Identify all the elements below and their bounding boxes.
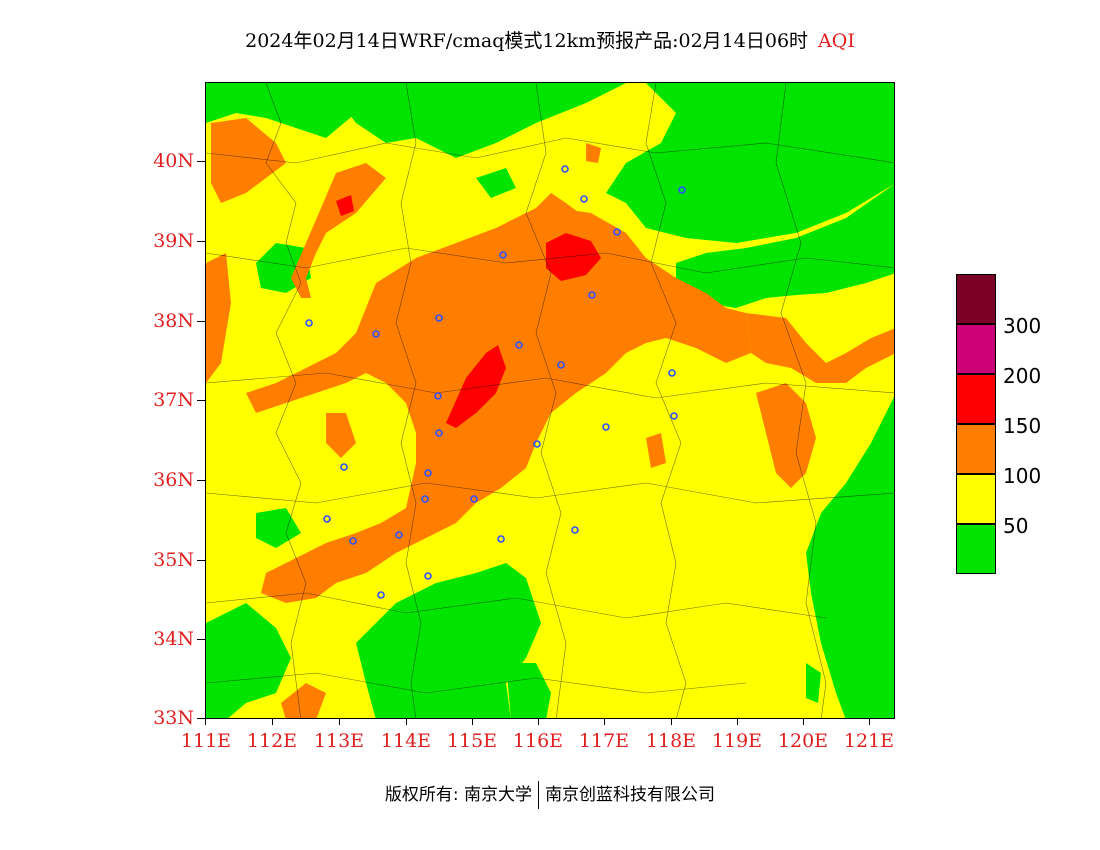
copyright-footer: 版权所有: 南京大学 南京创蓝科技有限公司	[0, 780, 1100, 809]
lon-tick	[272, 719, 273, 725]
map-title: 2024年02月14日WRF/cmaq模式12km预报产品:02月14日06时 A…	[0, 26, 1100, 53]
zone-good-northeast	[606, 83, 894, 243]
lon-label-111: 111E	[180, 730, 232, 752]
legend-swatch-hazardous	[956, 324, 996, 374]
aqi-field-svg	[206, 83, 894, 718]
city-markers	[305, 165, 686, 599]
zone-sensitive-west-arc	[291, 163, 386, 298]
lon-tick	[671, 719, 672, 725]
copyright-right: 南京创蓝科技有限公司	[545, 785, 716, 805]
zone-unhealthy-central	[446, 345, 506, 428]
zone-sensitive-nw	[211, 118, 286, 203]
title-main: 2024年02月14日WRF/cmaq模式12km预报产品:02月14日06时	[245, 30, 809, 52]
lon-tick	[604, 719, 605, 725]
zone-sensitive-east	[756, 383, 816, 488]
lat-tick	[197, 639, 205, 640]
lat-tick	[197, 241, 205, 242]
lon-label-119: 119E	[711, 730, 763, 752]
zone-good-patch-a	[476, 168, 516, 198]
zone-sensitive-patch-c	[281, 683, 326, 718]
province-boundaries	[206, 83, 894, 718]
lon-tick	[205, 719, 206, 725]
lon-label-114: 114E	[380, 730, 432, 752]
copyright-left: 版权所有: 南京大学	[384, 785, 533, 805]
lon-label-115: 115E	[446, 730, 498, 752]
zone-good-southwest	[206, 603, 291, 718]
legend-label-50: 50	[1003, 514, 1029, 538]
lat-label-34: 34N	[153, 628, 194, 650]
legend-label-200: 200	[1003, 364, 1042, 388]
lon-tick	[538, 719, 539, 725]
lat-tick	[197, 718, 205, 719]
lon-tick	[737, 719, 738, 725]
legend-swatch-moderate	[956, 474, 996, 524]
legend-label-150: 150	[1003, 414, 1042, 438]
lon-label-116: 116E	[512, 730, 564, 752]
lon-label-121: 121E	[843, 730, 895, 752]
zone-good-patch-c	[256, 508, 301, 548]
zone-good-south	[356, 563, 541, 718]
lat-label-40: 40N	[153, 150, 194, 172]
legend-label-300: 300	[1003, 314, 1042, 338]
lon-tick	[406, 719, 407, 725]
lon-tick	[472, 719, 473, 725]
zone-sensitive-patch-a	[646, 433, 666, 468]
zone-sensitive-central	[246, 208, 751, 603]
lon-label-120: 120E	[777, 730, 829, 752]
lon-label-117: 117E	[578, 730, 630, 752]
lat-label-39: 39N	[153, 230, 194, 252]
zone-good-patch-d	[806, 663, 821, 703]
lon-tick	[869, 719, 870, 725]
zone-good-coast	[806, 397, 894, 718]
zone-unhealthy-north	[546, 233, 601, 281]
zone-good-topmid	[326, 83, 626, 158]
lon-label-112: 112E	[246, 730, 298, 752]
lat-tick	[197, 161, 205, 162]
lat-tick	[197, 321, 205, 322]
lat-label-38: 38N	[153, 310, 194, 332]
legend-swatch-good	[956, 524, 996, 574]
zone-unhealthy-west	[336, 195, 354, 216]
lon-tick	[803, 719, 804, 725]
legend-swatch-unhealthy	[956, 374, 996, 424]
zone-good-topleft	[206, 83, 366, 138]
zone-good-south-b	[506, 663, 551, 718]
lat-label-36: 36N	[153, 469, 194, 491]
lon-label-118: 118E	[645, 730, 697, 752]
zone-sensitive-patch-b	[326, 413, 356, 458]
zone-sensitive-patch-d	[586, 143, 601, 163]
zone-sensitive-east-arm	[746, 313, 894, 383]
lat-tick	[197, 480, 205, 481]
legend-swatch-very-hazardous	[956, 274, 996, 324]
aqi-map	[205, 82, 895, 719]
lat-label-33: 33N	[153, 707, 194, 729]
lat-label-35: 35N	[153, 549, 194, 571]
zone-sensitive-north-cap	[506, 193, 586, 238]
lon-tick	[339, 719, 340, 725]
legend-swatch-sensitive	[956, 424, 996, 474]
zone-sensitive-left-edge	[206, 253, 231, 383]
lat-tick	[197, 560, 205, 561]
zone-good-east-sea	[676, 184, 894, 308]
title-variable: AQI	[818, 30, 855, 52]
lon-label-113: 113E	[313, 730, 365, 752]
lat-tick	[197, 400, 205, 401]
legend-label-100: 100	[1003, 464, 1042, 488]
footer-divider	[538, 781, 540, 809]
lat-label-37: 37N	[153, 389, 194, 411]
